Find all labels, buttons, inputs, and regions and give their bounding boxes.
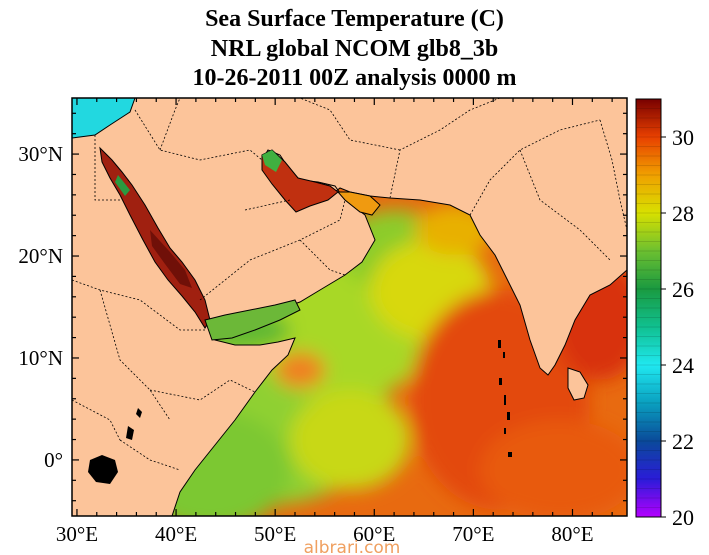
x-tick-label: 50°E <box>254 522 296 546</box>
colorbar-ticks: 20 22 24 26 28 30 <box>636 98 694 530</box>
x-tick-label: 60°E <box>353 522 395 546</box>
colorbar-label: 22 <box>672 429 694 454</box>
watermark: albrari.com <box>304 538 401 555</box>
red-sea-north-cool <box>115 175 130 196</box>
y-tick-label: 0° <box>44 448 63 472</box>
colorbar-label: 24 <box>672 353 694 378</box>
x-tick-label: 40°E <box>155 522 197 546</box>
y-tick-label: 10°N <box>18 346 63 370</box>
x-tick-label: 70°E <box>452 522 494 546</box>
map-frame <box>71 97 628 517</box>
analysis-time: 10-26-2011 00Z analysis 0000 m <box>192 65 517 91</box>
maldives-islands <box>498 340 512 457</box>
persian-gulf <box>261 149 339 213</box>
x-axis: 30°E 40°E 50°E 60°E 70°E 80°E <box>56 522 594 546</box>
gulf-of-aden <box>204 299 301 341</box>
frame-ticks <box>72 98 627 516</box>
gulf-of-oman <box>336 191 381 216</box>
lake-victoria <box>88 455 118 484</box>
colorbar-label: 30 <box>672 125 694 150</box>
y-axis: 30°N 20°N 10°N 0° <box>18 142 63 472</box>
model-name: NRL global NCOM glb8_3b <box>210 36 499 62</box>
colorbar-label: 28 <box>672 201 694 226</box>
x-tick-label: 80°E <box>551 522 593 546</box>
red-sea-warm-core <box>150 230 192 288</box>
colorbar-label: 26 <box>672 277 694 302</box>
colorbar-label: 20 <box>672 505 694 530</box>
mediterranean-water <box>72 98 135 138</box>
map-area <box>72 98 627 516</box>
persian-gulf-north <box>262 150 282 172</box>
colorbar-scale <box>635 98 662 518</box>
y-tick-label: 20°N <box>18 244 63 268</box>
map-title: Sea Surface Temperature (C) <box>205 6 504 32</box>
x-tick-label: 30°E <box>56 522 98 546</box>
colorbar: 20 22 24 26 28 30 <box>635 98 694 530</box>
y-tick-label: 30°N <box>18 142 63 166</box>
